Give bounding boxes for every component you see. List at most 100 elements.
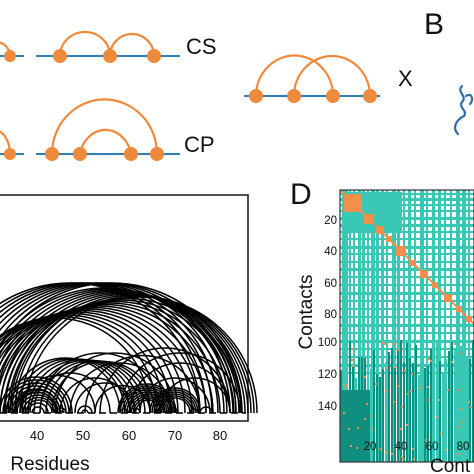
d-ytick-40: 40 — [324, 246, 337, 258]
contact-arc — [153, 391, 197, 414]
matrix-dot — [392, 343, 394, 345]
d-ytick-140: 140 — [318, 401, 337, 413]
contact-arc — [14, 294, 252, 414]
d-ytick-20: 20 — [324, 215, 337, 227]
panel-c-frame — [0, 194, 249, 422]
matrix-dot — [459, 408, 461, 410]
panel-c-x-ticks: 40 50 60 70 80 — [30, 428, 227, 443]
matrix-bar — [382, 369, 384, 462]
matrix-dot — [468, 401, 470, 403]
matrix-dot — [344, 386, 346, 388]
matrix-bar — [415, 345, 417, 462]
d-ytick-80: 80 — [324, 309, 337, 321]
matrix-dot — [393, 401, 395, 403]
matrix-bar — [397, 350, 399, 462]
contact-arc — [27, 402, 49, 414]
contact-arc — [94, 384, 151, 414]
contact-arc — [25, 399, 53, 414]
panel-c-arc-plot: 40 50 60 70 80 Residues — [0, 194, 258, 474]
d-xtick-80: 80 — [457, 441, 470, 453]
matrix-bar — [409, 358, 411, 462]
matrix-dot — [427, 386, 429, 388]
matrix-bar — [412, 363, 414, 462]
contact-arc — [117, 383, 177, 414]
contact-arc — [19, 295, 255, 414]
matrix-bar — [430, 349, 432, 462]
panel-d-letter: D — [290, 178, 312, 211]
matrix-dot — [425, 439, 427, 441]
d-ytick-60: 60 — [324, 278, 337, 290]
panel-c-xlabel: Residues — [10, 454, 89, 474]
c-tick-70: 70 — [168, 428, 182, 443]
matrix-bar — [448, 351, 450, 462]
matrix-dot — [386, 390, 388, 392]
matrix-dot — [364, 418, 366, 420]
motif-x — [244, 54, 380, 103]
matrix-bar — [421, 340, 423, 462]
contact-arc — [171, 410, 177, 414]
contact-arc — [139, 377, 211, 414]
panel-d-xlabel: Cont — [430, 456, 471, 474]
matrix-diagonal — [339, 189, 474, 325]
matrix-dot — [357, 427, 359, 429]
matrix-band — [340, 210, 474, 212]
c-tick-80: 80 — [213, 428, 227, 443]
contact-arc — [159, 377, 231, 414]
matrix-dot — [447, 389, 449, 391]
matrix-cells — [339, 189, 474, 462]
matrix-dot — [430, 360, 432, 362]
matrix-bar — [442, 373, 444, 462]
matrix-bar — [376, 374, 378, 462]
matrix-dot — [382, 342, 384, 344]
label-cp: CP — [184, 132, 215, 157]
contact-arc — [157, 395, 193, 414]
matrix-dot — [351, 348, 353, 350]
matrix-dot — [400, 428, 402, 430]
contact-arc — [77, 405, 93, 414]
matrix-dot — [458, 426, 460, 428]
matrix-dot — [407, 393, 409, 395]
contact-arc — [119, 352, 241, 414]
matrix-bar — [424, 368, 426, 462]
matrix-band — [340, 193, 474, 195]
matrix-dot — [401, 406, 403, 408]
matrix-dot — [420, 387, 422, 389]
matrix-band — [340, 261, 474, 263]
matrix-dot — [460, 352, 462, 354]
matrix-band — [340, 198, 474, 201]
matrix-band — [340, 268, 474, 271]
label-cs: CS — [186, 34, 217, 59]
matrix-dot — [428, 358, 430, 360]
motif-top-left-partial — [0, 41, 24, 62]
matrix-bar — [379, 377, 381, 462]
contact-arc — [19, 394, 57, 414]
matrix-dot — [461, 421, 463, 423]
matrix-band — [340, 300, 474, 302]
matrix-dot — [386, 367, 388, 369]
contact-arc — [167, 407, 179, 414]
matrix-bar — [469, 359, 471, 462]
contact-arc — [8, 385, 64, 414]
panel-a-motifs: CS CP X — [0, 30, 413, 161]
matrix-bar — [433, 346, 435, 462]
panel-d-contact-matrix: D Contacts 20 40 60 80 100 120 140 20 40… — [290, 178, 474, 474]
matrix-band — [340, 231, 474, 233]
matrix-band — [340, 292, 474, 295]
matrix-dot — [364, 376, 366, 378]
matrix-bar — [454, 349, 456, 462]
contact-arc — [99, 347, 231, 414]
motif-bottom-left-partial — [0, 130, 24, 160]
matrix-dot — [428, 399, 430, 401]
motif-cp — [36, 98, 180, 161]
matrix-dot — [404, 370, 406, 372]
panel-d-x-ticks: 20 40 60 80 — [364, 441, 470, 453]
matrix-dot — [440, 433, 442, 435]
matrix-dot — [458, 389, 460, 391]
contact-arc — [74, 382, 136, 414]
matrix-band — [340, 284, 474, 286]
matrix-dot — [351, 365, 353, 367]
matrix-band — [340, 332, 474, 334]
matrix-bar — [466, 356, 468, 462]
matrix-dot — [343, 412, 345, 414]
matrix-bar — [394, 367, 396, 462]
